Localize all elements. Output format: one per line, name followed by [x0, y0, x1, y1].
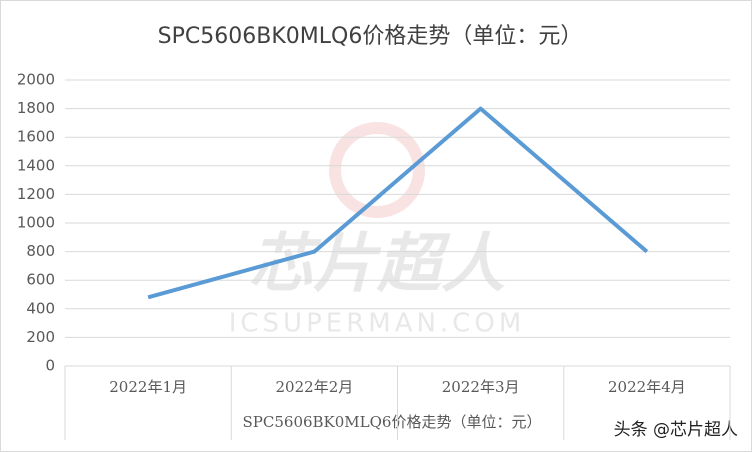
y-tick-label: 2000	[17, 71, 55, 89]
y-tick-label: 1000	[17, 214, 55, 232]
watermark-logo	[329, 122, 425, 218]
y-tick-label: 1600	[17, 128, 55, 146]
y-tick-label: 600	[26, 271, 55, 289]
y-tick-label: 1800	[17, 99, 55, 117]
x-tick-label: 2022年2月	[276, 378, 354, 396]
y-tick-label: 1200	[17, 185, 55, 203]
line-series	[147, 106, 649, 300]
y-tick-label: 1400	[17, 156, 55, 174]
watermark-url: ICSUPERMAN.COM	[229, 309, 526, 339]
watermark: 芯片超人 ICSUPERMAN.COM	[229, 122, 526, 339]
credit: 头条 @芯片超人	[614, 420, 738, 440]
x-tick-label: 2022年4月	[608, 378, 686, 396]
watermark-text: 芯片超人	[249, 228, 505, 302]
x-tick-label: 2022年1月	[109, 378, 187, 396]
y-tick-label: 200	[26, 328, 55, 346]
y-tick-label: 0	[45, 357, 55, 375]
x-tick-label: 2022年3月	[442, 378, 520, 396]
chart-title: SPC5606BK0MLQ6价格走势（单位：元）	[158, 24, 583, 49]
x-axis-title: SPC5606BK0MLQ6价格走势（单位：元）	[243, 413, 542, 431]
y-tick-label: 400	[26, 299, 55, 317]
y-tick-label: 800	[26, 242, 55, 260]
